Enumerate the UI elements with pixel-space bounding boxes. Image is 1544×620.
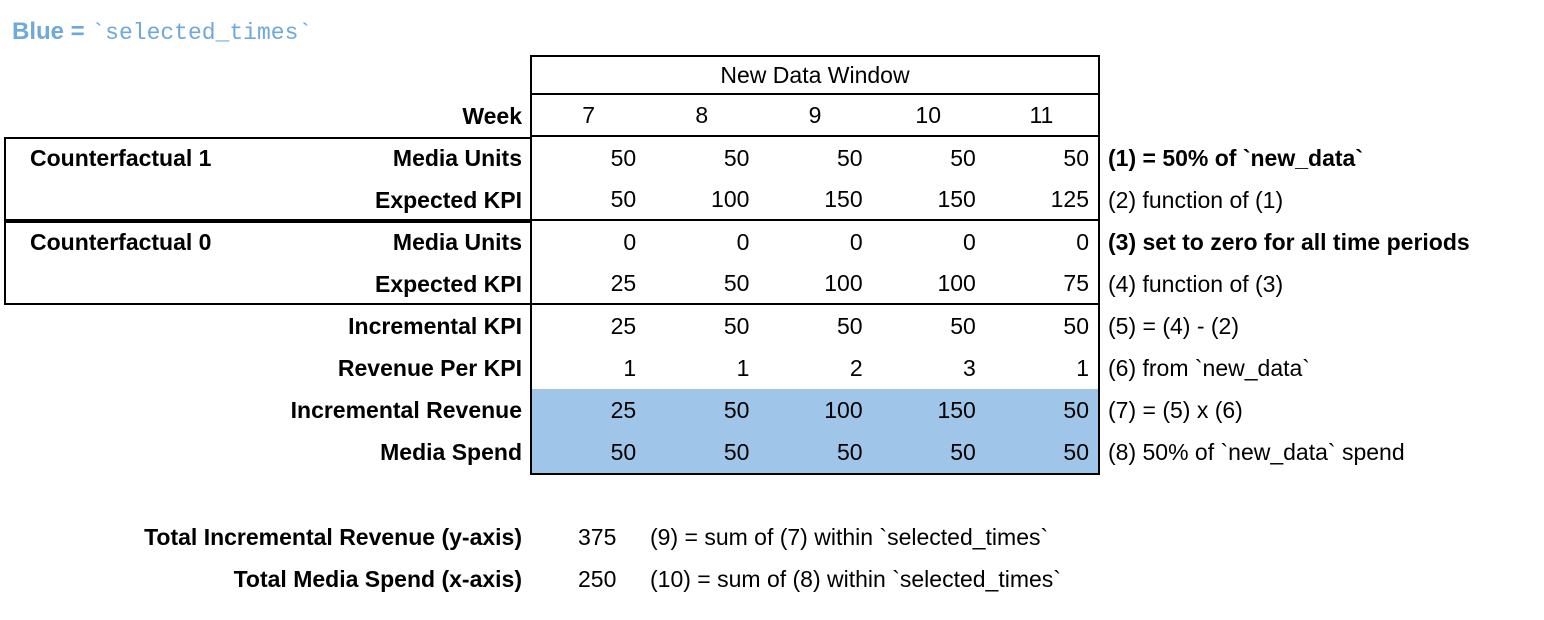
value-cell: 150: [937, 396, 976, 423]
row-labels-column: Media Units Expected KPI Media Units Exp…: [4, 137, 522, 473]
value-cell: 50: [610, 438, 637, 465]
data-rows: 50 50 50 50 50 50 100 150 150 125 0 0 0 …: [530, 137, 1100, 475]
annotation-10: (10) = sum of (8) within `selected_times…: [650, 565, 1061, 592]
annotation-2: (2) function of (1): [1108, 186, 1284, 213]
value-cell: 50: [610, 185, 637, 212]
total-media-spend-row: Total Media Spend (x-axis) 250 (10) = su…: [0, 558, 1544, 600]
counterfactual-1-label: Counterfactual 1: [30, 144, 212, 171]
value-cell: 0: [963, 228, 976, 255]
value-cell: 1: [1076, 354, 1090, 381]
value-cell: 50: [723, 396, 750, 423]
counterfactual-0-box: [4, 221, 530, 305]
row-label-expected-kpi-cf0: Expected KPI: [375, 270, 522, 297]
total-incremental-revenue-label: Total Incremental Revenue (y-axis): [144, 523, 522, 550]
annotation-4: (4) function of (3): [1108, 270, 1284, 297]
table-row-expected-kpi-cf1: 50 100 150 150 125: [532, 179, 1098, 221]
value-cell: 100: [824, 396, 863, 423]
value-cell: 50: [837, 144, 863, 171]
value-cell: 2: [849, 354, 863, 381]
annotation-5: (5) = (4) - (2): [1108, 312, 1239, 339]
counterfactual-1-box: [4, 137, 530, 221]
new-data-window-title: New Data Window: [720, 61, 910, 88]
value-cell: 0: [1076, 228, 1090, 255]
value-cell: 50: [723, 269, 750, 296]
value-cell: 50: [723, 144, 750, 171]
annotation-1: (1) = 50% of `new_data`: [1108, 144, 1363, 171]
value-cell: 1: [623, 354, 637, 381]
total-incremental-revenue-row: Total Incremental Revenue (y-axis) 375 (…: [0, 516, 1544, 558]
data-table: New Data Window 7 8 9 10 11 50 50 50 50 …: [530, 55, 1100, 475]
value-cell: 100: [711, 185, 750, 212]
value-cell: 25: [610, 396, 637, 423]
value-cell: 100: [937, 269, 976, 296]
new-data-window-header: New Data Window: [530, 55, 1100, 95]
value-cell: 50: [723, 312, 750, 339]
counterfactual-0-label: Counterfactual 0: [30, 228, 212, 255]
week-number: 10: [915, 101, 941, 128]
value-cell: 25: [610, 269, 637, 296]
value-cell: 0: [623, 228, 637, 255]
table-row-incremental-revenue-highlighted: 25 50 100 150 50: [532, 389, 1098, 431]
annotation-8: (8) 50% of `new_data` spend: [1108, 438, 1405, 465]
value-cell: 50: [837, 312, 863, 339]
table-row-revenue-per-kpi: 1 1 2 3 1: [532, 347, 1098, 389]
row-label-revenue-per-kpi: Revenue Per KPI: [337, 354, 522, 381]
value-cell: 3: [963, 354, 976, 381]
annotation-9: (9) = sum of (7) within `selected_times`: [650, 523, 1049, 550]
legend: Blue = `selected_times`: [12, 18, 312, 46]
week-number: 7: [582, 101, 595, 128]
table-row-incremental-kpi: 25 50 50 50 50: [532, 305, 1098, 347]
table-row-media-spend-highlighted: 50 50 50 50 50: [532, 431, 1098, 473]
value-cell: 25: [610, 312, 637, 339]
annotation-3: (3) set to zero for all time periods: [1108, 228, 1470, 255]
value-cell: 100: [824, 269, 863, 296]
value-cell: 75: [1063, 269, 1090, 296]
value-cell: 50: [1063, 312, 1090, 339]
table-row-media-units-cf0: 0 0 0 0 0: [532, 221, 1098, 263]
value-cell: 150: [937, 185, 976, 212]
value-cell: 50: [1063, 438, 1090, 465]
value-cell: 150: [824, 185, 863, 212]
value-cell: 50: [837, 438, 863, 465]
table-row-media-units-cf1: 50 50 50 50 50: [532, 137, 1098, 179]
week-number: 8: [695, 101, 709, 128]
legend-label: Blue =: [12, 18, 92, 45]
annotations-column: (1) = 50% of `new_data` (2) function of …: [1108, 137, 1538, 473]
value-cell: 50: [1063, 144, 1090, 171]
row-label-incremental-revenue: Incremental Revenue: [290, 396, 522, 423]
week-number: 9: [808, 101, 822, 128]
value-cell: 50: [610, 144, 637, 171]
row-label-incremental-kpi: Incremental KPI: [348, 312, 522, 339]
table-row-expected-kpi-cf0: 25 50 100 100 75: [532, 263, 1098, 305]
week-number: 11: [1029, 101, 1054, 128]
annotation-6: (6) from `new_data`: [1108, 354, 1310, 381]
value-cell: 0: [849, 228, 863, 255]
value-cell: 50: [950, 438, 976, 465]
value-cell: 1: [736, 354, 750, 381]
row-label-media-units-cf1: Media Units: [392, 144, 522, 171]
value-cell: 0: [736, 228, 750, 255]
row-label-expected-kpi-cf1: Expected KPI: [375, 186, 522, 213]
value-cell: 125: [1050, 185, 1090, 212]
week-number-row: 7 8 9 10 11: [530, 95, 1100, 137]
total-media-spend-value: 250: [578, 565, 617, 592]
week-label: Week: [462, 102, 522, 129]
value-cell: 50: [950, 312, 976, 339]
total-media-spend-label: Total Media Spend (x-axis): [233, 565, 522, 592]
annotation-7: (7) = (5) x (6): [1108, 396, 1243, 423]
row-label-media-units-cf0: Media Units: [392, 228, 522, 255]
value-cell: 50: [1063, 396, 1090, 423]
value-cell: 50: [723, 438, 750, 465]
legend-code: `selected_times`: [91, 20, 313, 46]
row-label-media-spend: Media Spend: [380, 438, 522, 465]
totals-section: Total Incremental Revenue (y-axis) 375 (…: [0, 516, 1544, 600]
total-incremental-revenue-value: 375: [578, 523, 617, 550]
value-cell: 50: [950, 144, 976, 171]
